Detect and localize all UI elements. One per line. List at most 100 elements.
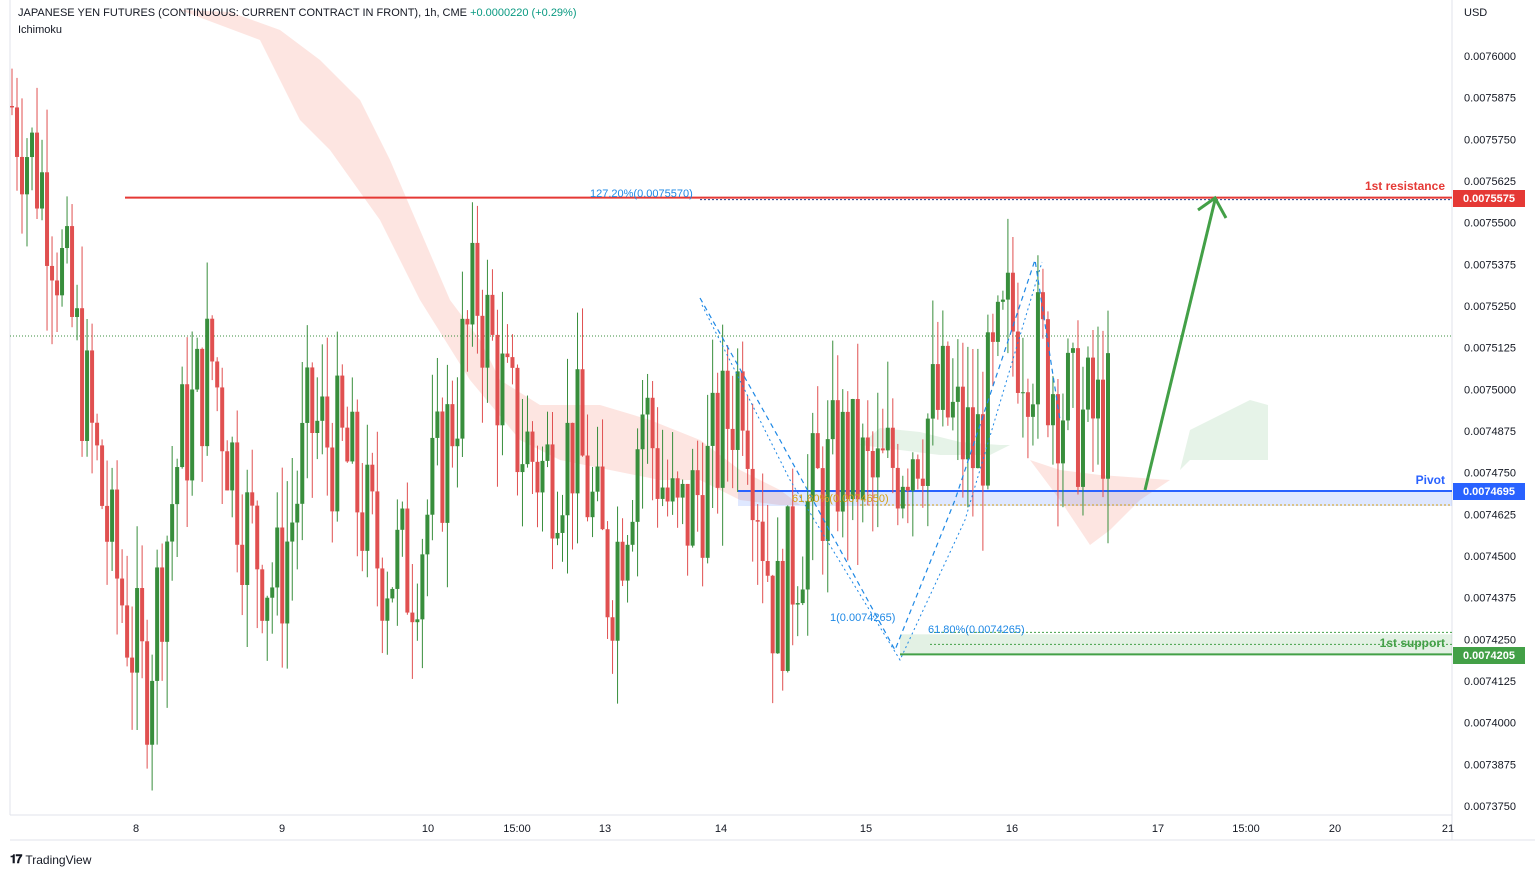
candle-body — [450, 404, 455, 447]
candle-body — [585, 455, 590, 518]
time-tick: 13 — [599, 823, 611, 835]
candle-body — [1010, 272, 1015, 332]
pivot-price: 0.0074695 — [1463, 486, 1515, 498]
price-axis[interactable]: 0.0076000 0.0075875 0.0075750 0.0075625 0.00… — [1464, 51, 1516, 813]
candle-body — [765, 561, 770, 576]
candle-body — [715, 392, 720, 488]
price-tick: 0.0073750 — [1464, 801, 1516, 813]
candle-body — [385, 598, 390, 621]
candle-body — [590, 491, 595, 518]
time-tick: 15 — [860, 823, 872, 835]
candle-body — [1090, 357, 1095, 419]
candle-body — [325, 396, 330, 448]
chart-header[interactable]: JAPANESE YEN FUTURES (CONTINUOUS: CURREN… — [18, 7, 577, 19]
candle-body — [955, 386, 960, 402]
fib-pattern-path-2 — [701, 261, 1043, 662]
candle-body — [190, 389, 195, 481]
candle-body — [445, 404, 450, 523]
time-tick: 10 — [422, 823, 434, 835]
candle-body — [10, 106, 14, 108]
candle-body — [355, 411, 360, 513]
bearish-cloud-right — [1030, 460, 1170, 545]
candle-body — [570, 422, 575, 494]
support-label: 1st support — [1380, 636, 1445, 650]
candle-body — [930, 364, 935, 419]
candle-body — [1055, 394, 1060, 464]
candle-body — [185, 384, 190, 481]
candle-body — [885, 427, 890, 451]
candle-body — [855, 399, 860, 500]
candle-body — [840, 411, 845, 512]
candle-body — [685, 483, 690, 546]
candle-body — [1040, 292, 1045, 320]
price-change: +0.0000220 (+0.29%) — [470, 7, 577, 19]
price-tick: 0.0074750 — [1464, 468, 1516, 480]
price-tick: 0.0076000 — [1464, 51, 1516, 63]
candle-body — [130, 657, 135, 673]
candle-body — [415, 619, 420, 623]
candle-body — [815, 433, 820, 469]
time-tick: 8 — [133, 823, 139, 835]
currency-label: USD — [1464, 7, 1487, 19]
pivot-zone — [738, 491, 1452, 506]
candle-body — [795, 603, 800, 605]
candle-body — [375, 491, 380, 569]
candle-body — [960, 386, 965, 460]
candle-body — [825, 439, 830, 541]
candle-body — [865, 437, 870, 452]
candle-body — [225, 451, 230, 491]
candle-body — [845, 411, 850, 500]
candle-body — [150, 680, 155, 745]
resistance-price-tag — [1453, 190, 1525, 207]
candle-body — [915, 459, 920, 479]
candle-body — [530, 431, 535, 462]
candle-body — [615, 541, 620, 641]
candle-body — [1065, 352, 1070, 421]
candle-body — [730, 428, 735, 450]
time-tick: 15:00 — [1232, 823, 1260, 835]
pivot-label: Pivot — [1416, 473, 1445, 487]
candle-body — [900, 486, 905, 509]
candle-body — [365, 464, 370, 551]
indicator-legend[interactable]: Ichimoku — [18, 24, 62, 36]
candle-body — [105, 505, 110, 542]
time-axis[interactable]: 8 9 10 15:00 13 14 15 16 17 15:00 20 21 — [133, 823, 1454, 835]
candle-body — [1075, 348, 1080, 487]
candle-body — [605, 529, 610, 618]
candle-body — [680, 483, 685, 498]
candle-body — [630, 521, 635, 545]
price-tick: 0.0075625 — [1464, 176, 1516, 188]
candle-body — [460, 318, 465, 439]
price-tick: 0.0074125 — [1464, 676, 1516, 688]
candle-body — [15, 107, 20, 157]
price-tick: 0.0075875 — [1464, 93, 1516, 105]
candle-body — [910, 459, 915, 491]
candle-body — [340, 375, 345, 428]
bullish-cloud-right — [1180, 400, 1268, 470]
candle-body — [720, 370, 725, 488]
indicator-name[interactable]: Ichimoku — [18, 24, 63, 36]
candle-body — [295, 503, 300, 523]
candle-body — [50, 265, 55, 281]
candle-body — [515, 367, 520, 473]
candle-body — [180, 384, 185, 468]
candle-body — [410, 612, 415, 623]
candle-body — [1080, 409, 1085, 487]
candle-body — [1035, 292, 1040, 405]
candle-body — [1030, 404, 1035, 417]
candle-body — [505, 353, 510, 358]
symbol-title[interactable]: JAPANESE YEN FUTURES (CONTINUOUS: CURREN… — [18, 7, 468, 19]
candle-body — [195, 348, 200, 390]
candle-body — [315, 420, 320, 433]
candle-body — [850, 399, 855, 500]
candle-body — [580, 369, 585, 456]
tradingview-icon: 𝟏𝟕 — [10, 852, 22, 866]
candle-body — [1025, 392, 1030, 417]
candle-body — [275, 527, 280, 588]
candle-body — [1050, 394, 1055, 426]
brand-logo[interactable]: 𝟏𝟕 TradingView — [10, 852, 91, 867]
candle-body — [990, 332, 995, 342]
candle-body — [300, 422, 305, 504]
candle-body — [610, 617, 615, 641]
